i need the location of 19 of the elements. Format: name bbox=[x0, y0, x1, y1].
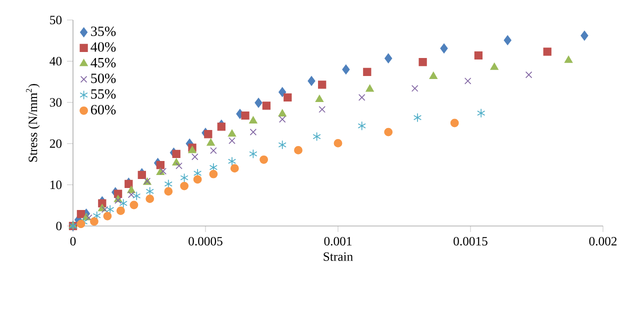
y-tick-label: 10 bbox=[50, 180, 62, 190]
legend-label: 40% bbox=[90, 42, 116, 52]
x-tick-label: 0.002 bbox=[589, 236, 617, 246]
x-tick-label: 0.0005 bbox=[188, 236, 222, 246]
legend-label: 45% bbox=[90, 58, 116, 68]
x-tick-label: 0 bbox=[70, 236, 76, 246]
legend-label: 50% bbox=[91, 74, 116, 84]
y-tick-label: 0 bbox=[56, 222, 62, 230]
x-tick-label: 0.0015 bbox=[454, 236, 488, 246]
legend-label: 35% bbox=[91, 26, 116, 36]
y-axis-title: Stress (N/mm$^{2}$) bbox=[26, 84, 40, 162]
x-tick-label: 0.001 bbox=[324, 236, 352, 246]
legend-label: 55% bbox=[91, 89, 116, 99]
legend-label: 60% bbox=[90, 104, 116, 114]
x-axis-title: Strain bbox=[324, 252, 353, 261]
y-tick-label: 30 bbox=[50, 98, 62, 107]
y-tick-label: 40 bbox=[50, 56, 62, 66]
y-tick-label: 50 bbox=[50, 16, 62, 24]
y-tick-label: 20 bbox=[50, 139, 62, 148]
